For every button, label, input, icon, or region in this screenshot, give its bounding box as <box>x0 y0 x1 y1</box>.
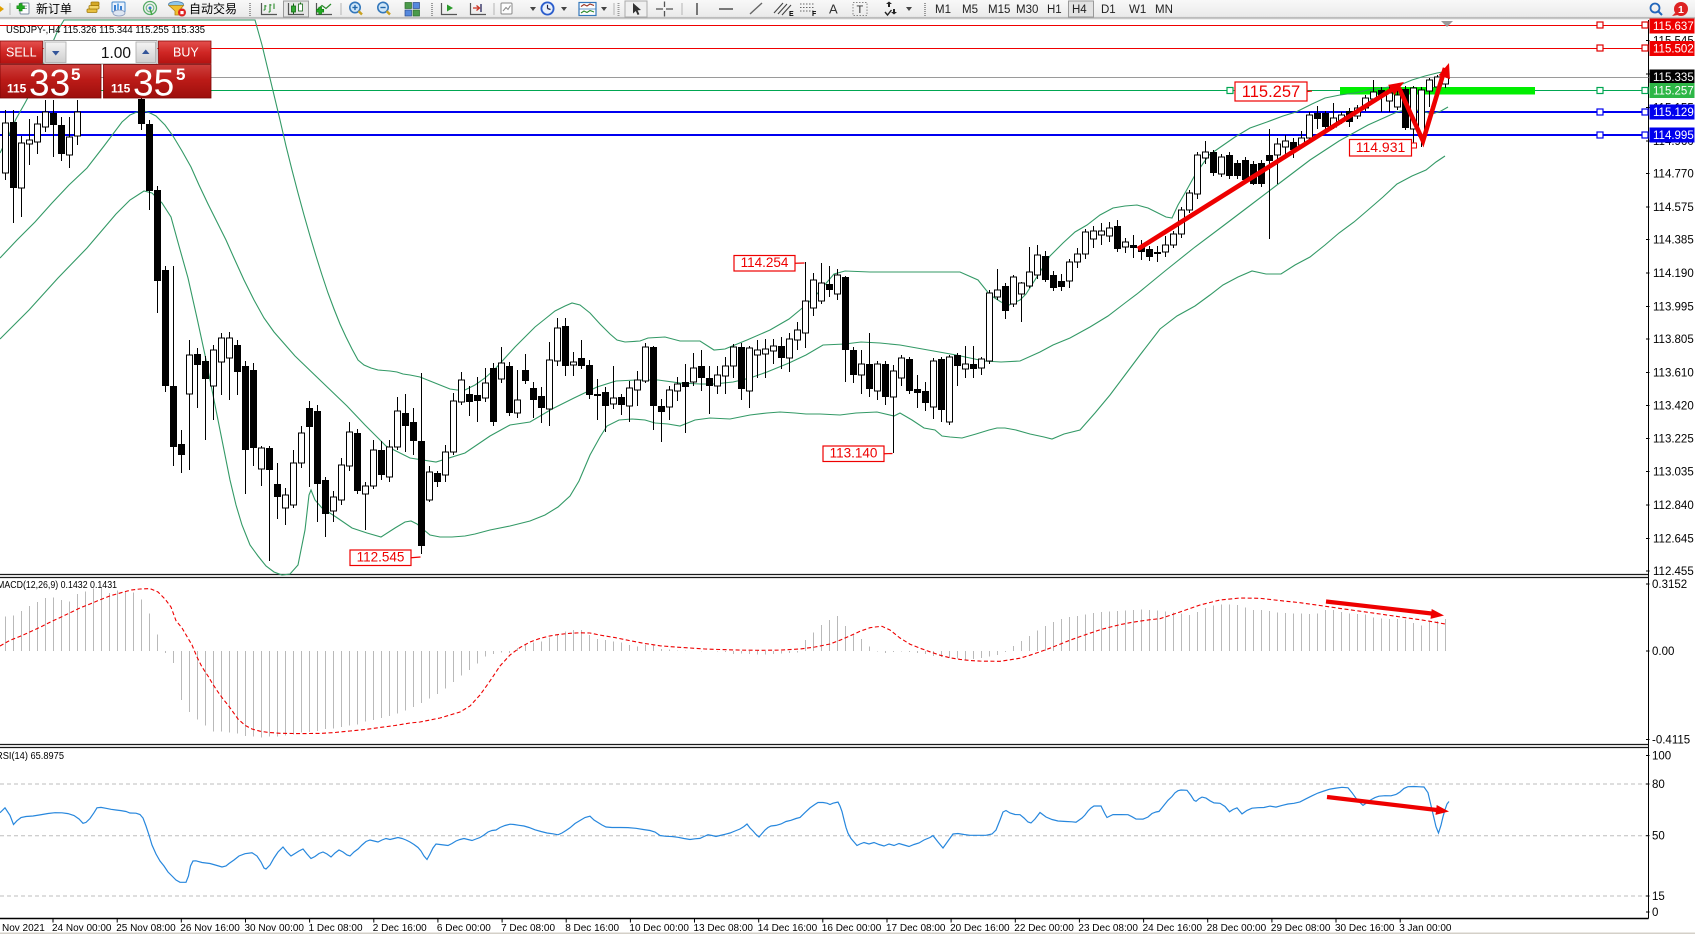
svg-text:29 Dec 08:00: 29 Dec 08:00 <box>1271 923 1331 934</box>
svg-text:10 Dec 00:00: 10 Dec 00:00 <box>629 923 689 934</box>
svg-text:100: 100 <box>1652 751 1671 763</box>
svg-text:MACD(12,26,9) 0.1432 0.1431: MACD(12,26,9) 0.1432 0.1431 <box>0 580 117 591</box>
svg-text:113.420: 113.420 <box>1653 401 1694 413</box>
svg-text:M1: M1 <box>935 4 951 16</box>
svg-text:15: 15 <box>1652 891 1665 903</box>
svg-text:114.575: 114.575 <box>1653 202 1694 214</box>
svg-text:115: 115 <box>7 82 27 96</box>
svg-text:20 Dec 16:00: 20 Dec 16:00 <box>950 923 1010 934</box>
svg-text:A: A <box>829 2 838 17</box>
svg-text:新订单: 新订单 <box>36 1 72 16</box>
svg-text:115.637: 115.637 <box>1653 21 1694 33</box>
svg-text:14 Dec 16:00: 14 Dec 16:00 <box>758 923 818 934</box>
svg-text:13 Dec 08:00: 13 Dec 08:00 <box>694 923 754 934</box>
svg-text:SELL: SELL <box>6 46 37 60</box>
svg-text:0.3152: 0.3152 <box>1652 579 1687 591</box>
svg-text:115.257: 115.257 <box>1653 86 1694 98</box>
svg-text:112.455: 112.455 <box>1653 566 1694 578</box>
svg-text:H1: H1 <box>1047 4 1062 16</box>
svg-text:112.545: 112.545 <box>357 550 405 565</box>
svg-text:8 Dec 16:00: 8 Dec 16:00 <box>565 923 619 934</box>
svg-text:113.035: 113.035 <box>1653 467 1694 479</box>
svg-text:USDJPY-,H4 115.326 115.344 11: USDJPY-,H4 115.326 115.344 115.255 115.3… <box>6 24 205 36</box>
svg-text:H4: H4 <box>1072 4 1087 16</box>
svg-text:30 Nov 00:00: 30 Nov 00:00 <box>245 923 305 934</box>
svg-text:113.140: 113.140 <box>830 446 878 461</box>
svg-text:6 Dec 00:00: 6 Dec 00:00 <box>437 923 491 934</box>
svg-text:M15: M15 <box>988 4 1010 16</box>
svg-text:F: F <box>812 11 817 18</box>
svg-text:26 Nov 16:00: 26 Nov 16:00 <box>180 923 240 934</box>
svg-text:115.502: 115.502 <box>1653 44 1694 56</box>
svg-text:114.254: 114.254 <box>741 255 789 270</box>
svg-text:T: T <box>857 4 864 16</box>
svg-text:50: 50 <box>1652 831 1665 843</box>
svg-text:114.770: 114.770 <box>1653 169 1694 181</box>
svg-text:24 Dec 16:00: 24 Dec 16:00 <box>1143 923 1203 934</box>
svg-text:114.995: 114.995 <box>1653 130 1694 142</box>
svg-text:16 Dec 00:00: 16 Dec 00:00 <box>822 923 882 934</box>
svg-text:35: 35 <box>133 63 174 104</box>
svg-text:7 Dec 08:00: 7 Dec 08:00 <box>501 923 555 934</box>
svg-text:112.840: 112.840 <box>1653 500 1694 512</box>
svg-text:115: 115 <box>111 82 131 96</box>
svg-text:MN: MN <box>1155 4 1173 16</box>
svg-text:114.931: 114.931 <box>1356 139 1406 155</box>
svg-text:113.805: 113.805 <box>1653 334 1694 346</box>
svg-text:114.190: 114.190 <box>1653 268 1694 280</box>
svg-text:113.610: 113.610 <box>1653 368 1694 380</box>
svg-text:17 Dec 08:00: 17 Dec 08:00 <box>886 923 946 934</box>
svg-text:80: 80 <box>1652 779 1665 791</box>
svg-text:M30: M30 <box>1016 4 1038 16</box>
svg-text:114.385: 114.385 <box>1653 235 1694 247</box>
svg-text:23 Dec 08:00: 23 Dec 08:00 <box>1078 923 1138 934</box>
svg-text:Nov 2021: Nov 2021 <box>2 923 45 934</box>
svg-text:30 Dec 16:00: 30 Dec 16:00 <box>1335 923 1395 934</box>
svg-text:115.129: 115.129 <box>1653 107 1694 119</box>
svg-text:25 Nov 08:00: 25 Nov 08:00 <box>116 923 176 934</box>
svg-text:24 Nov 00:00: 24 Nov 00:00 <box>52 923 112 934</box>
svg-text:3 Jan 00:00: 3 Jan 00:00 <box>1399 923 1452 934</box>
svg-text:2 Dec 16:00: 2 Dec 16:00 <box>373 923 427 934</box>
svg-text:M5: M5 <box>962 4 978 16</box>
svg-text:113.225: 113.225 <box>1653 434 1694 446</box>
svg-text:22 Dec 00:00: 22 Dec 00:00 <box>1014 923 1074 934</box>
svg-text:RSI(14) 65.8975: RSI(14) 65.8975 <box>0 751 64 762</box>
svg-text:D1: D1 <box>1101 4 1116 16</box>
svg-text:5: 5 <box>71 65 80 84</box>
svg-text:1 Dec 08:00: 1 Dec 08:00 <box>309 923 363 934</box>
svg-text:28 Dec 00:00: 28 Dec 00:00 <box>1207 923 1267 934</box>
svg-text:113.995: 113.995 <box>1653 302 1694 314</box>
svg-text:115.335: 115.335 <box>1653 72 1694 84</box>
svg-text:112.645: 112.645 <box>1653 534 1694 546</box>
svg-text:33: 33 <box>29 63 70 104</box>
svg-text:E: E <box>789 11 794 18</box>
svg-text:0: 0 <box>1652 907 1658 919</box>
svg-text:0.00: 0.00 <box>1652 646 1674 658</box>
svg-text:自动交易: 自动交易 <box>189 1 237 16</box>
svg-text:BUY: BUY <box>173 46 199 60</box>
svg-text:115.257: 115.257 <box>1242 83 1300 101</box>
svg-text:5: 5 <box>176 65 185 84</box>
svg-text:1: 1 <box>1678 4 1684 16</box>
svg-text:1.00: 1.00 <box>101 45 132 62</box>
svg-text:-0.4115: -0.4115 <box>1652 735 1690 747</box>
svg-text:W1: W1 <box>1129 4 1146 16</box>
